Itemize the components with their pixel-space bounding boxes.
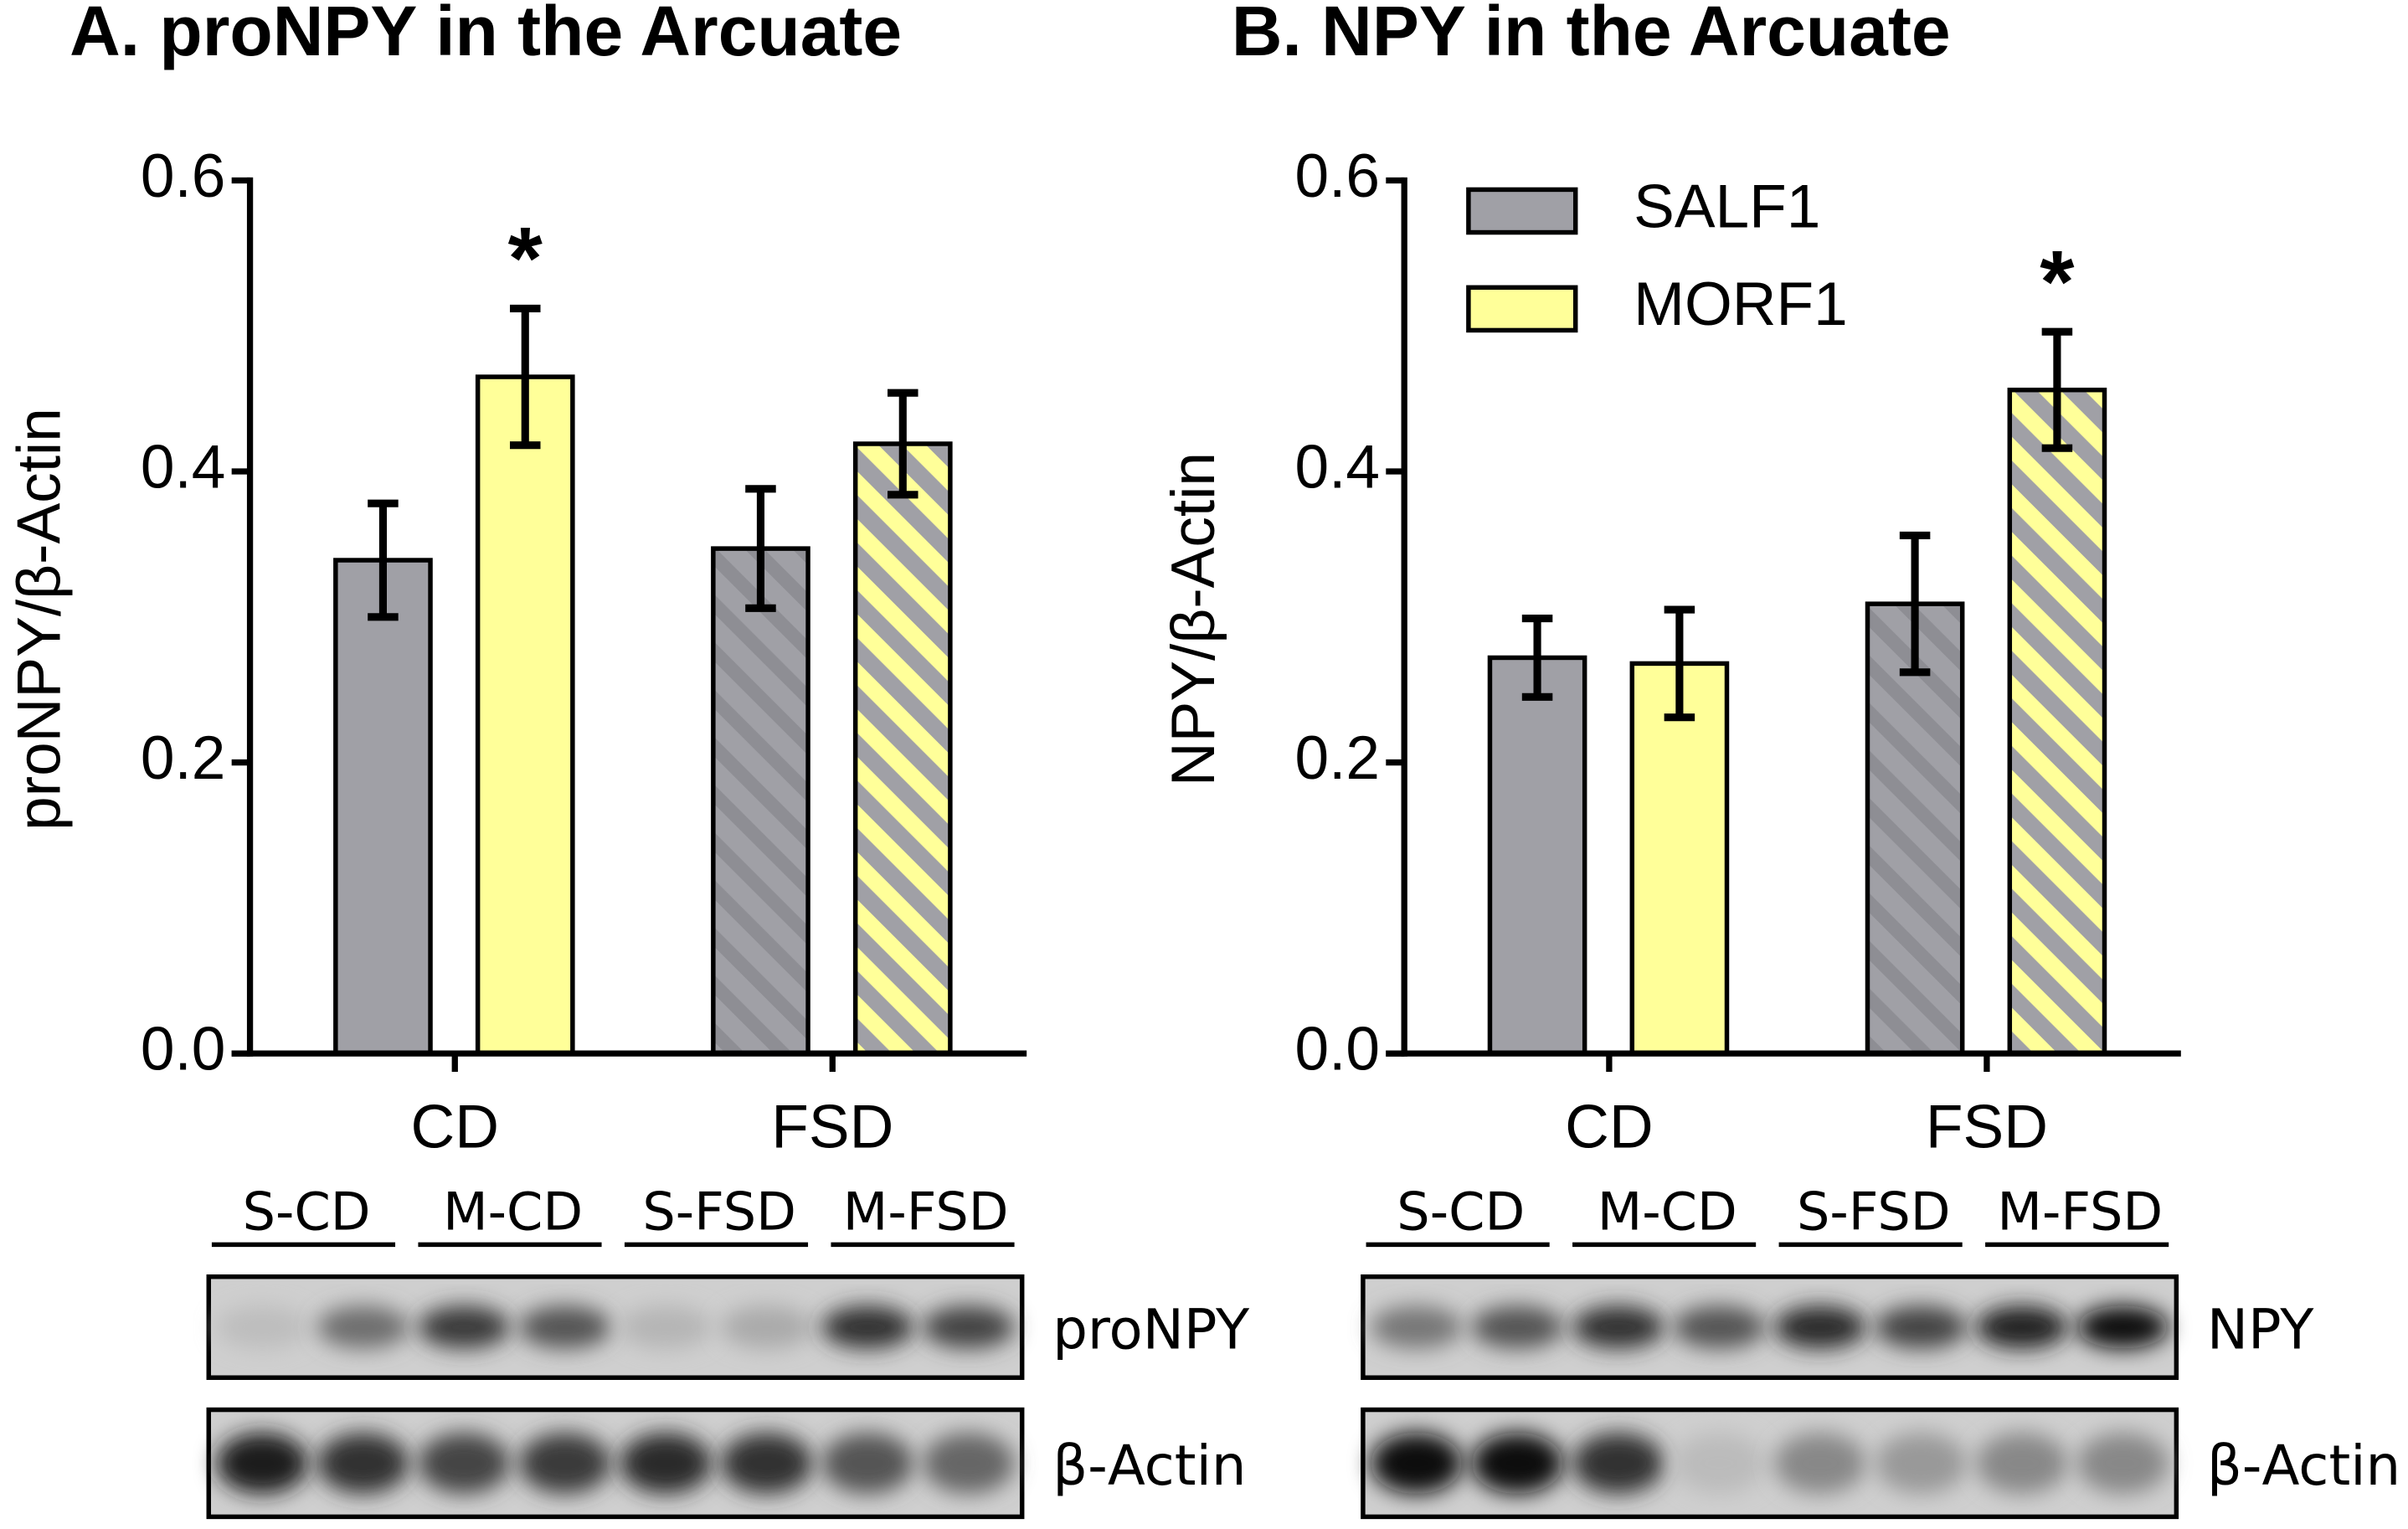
y-tick-label: 0.4 xyxy=(141,433,226,501)
bar xyxy=(2007,387,2107,1056)
legend-swatch xyxy=(1466,187,1578,235)
blot-band xyxy=(1471,1305,1564,1349)
lane-label: M-CD xyxy=(1598,1182,1737,1243)
x-tick-label: CD xyxy=(1565,1094,1653,1161)
y-tick-label: 0.0 xyxy=(141,1015,226,1083)
y-tick-label: 0.2 xyxy=(1294,724,1380,792)
band-label: NPY xyxy=(2207,1297,2314,1362)
band-label: proNPY xyxy=(1052,1297,1250,1362)
blot-band xyxy=(1471,1432,1564,1495)
blot-band xyxy=(1371,1305,1463,1349)
blot-band xyxy=(1875,1305,1968,1349)
lane-label: S-FSD xyxy=(1797,1182,1951,1243)
blot-band xyxy=(316,1305,409,1349)
lane-label: M-FSD xyxy=(1997,1182,2163,1243)
blot-band xyxy=(418,1305,510,1349)
y-tick-label: 0.6 xyxy=(1294,142,1380,210)
legend-swatch xyxy=(1466,285,1578,333)
bar xyxy=(475,374,575,1056)
bar xyxy=(333,558,433,1056)
blot-band xyxy=(821,1305,914,1349)
y-axis-label: NPY/β-Actin xyxy=(1160,452,1227,786)
blot-band xyxy=(620,1305,713,1349)
blot-band xyxy=(1976,1305,2068,1349)
y-tick-label: 0.4 xyxy=(1294,433,1380,501)
blot-band xyxy=(2076,1432,2169,1495)
band-label: β-Actin xyxy=(1052,1434,1246,1498)
lane-label: M-CD xyxy=(443,1182,583,1243)
x-tick-label: FSD xyxy=(1926,1094,2048,1161)
chart-title: A. proNPY in the Arcuate xyxy=(69,0,902,70)
lane-label: S-FSD xyxy=(642,1182,796,1243)
blot-band xyxy=(1572,1305,1665,1349)
bar xyxy=(711,546,810,1056)
legend-label: MORF1 xyxy=(1634,270,1848,338)
blot-band xyxy=(821,1432,914,1495)
lane-label: S-CD xyxy=(1397,1182,1525,1243)
blot-band xyxy=(418,1432,510,1495)
y-axis-label: proNPY/β-Actin xyxy=(5,408,73,831)
lane-label: S-CD xyxy=(243,1182,371,1243)
blot-band xyxy=(1673,1432,1766,1495)
blot-band xyxy=(216,1432,308,1495)
x-tick-label: FSD xyxy=(771,1094,893,1161)
bar xyxy=(852,441,953,1056)
significance-marker: * xyxy=(2040,233,2075,332)
y-tick-label: 0.2 xyxy=(141,724,226,792)
blot-band xyxy=(1371,1432,1463,1495)
blot-band xyxy=(2076,1305,2169,1349)
legend-label: SALF1 xyxy=(1634,172,1820,240)
bar xyxy=(1865,601,1965,1056)
blot-band xyxy=(316,1432,409,1495)
blot-band xyxy=(720,1432,813,1495)
blot-band xyxy=(923,1305,1015,1349)
blot-band xyxy=(1572,1432,1665,1495)
bar xyxy=(1487,655,1587,1056)
y-tick-label: 0.0 xyxy=(1294,1015,1380,1083)
chart-title: B. NPY in the Arcuate xyxy=(1232,0,1951,70)
blot-band xyxy=(1976,1432,2068,1495)
y-tick-label: 0.6 xyxy=(141,142,226,210)
blot-band xyxy=(1774,1432,1866,1495)
blot-band xyxy=(518,1432,611,1495)
blot-band xyxy=(620,1432,713,1495)
blot-band xyxy=(720,1305,813,1349)
blot-band xyxy=(1774,1305,1866,1349)
blot-band xyxy=(216,1305,308,1349)
blot-band xyxy=(518,1305,611,1349)
lane-label: M-FSD xyxy=(843,1182,1009,1243)
bar xyxy=(1629,661,1730,1056)
blot-band xyxy=(923,1432,1015,1495)
x-tick-label: CD xyxy=(411,1094,499,1161)
blot-band xyxy=(1673,1305,1766,1349)
blot-band xyxy=(1875,1432,1968,1495)
band-label: β-Actin xyxy=(2207,1434,2400,1498)
significance-marker: * xyxy=(508,209,543,308)
